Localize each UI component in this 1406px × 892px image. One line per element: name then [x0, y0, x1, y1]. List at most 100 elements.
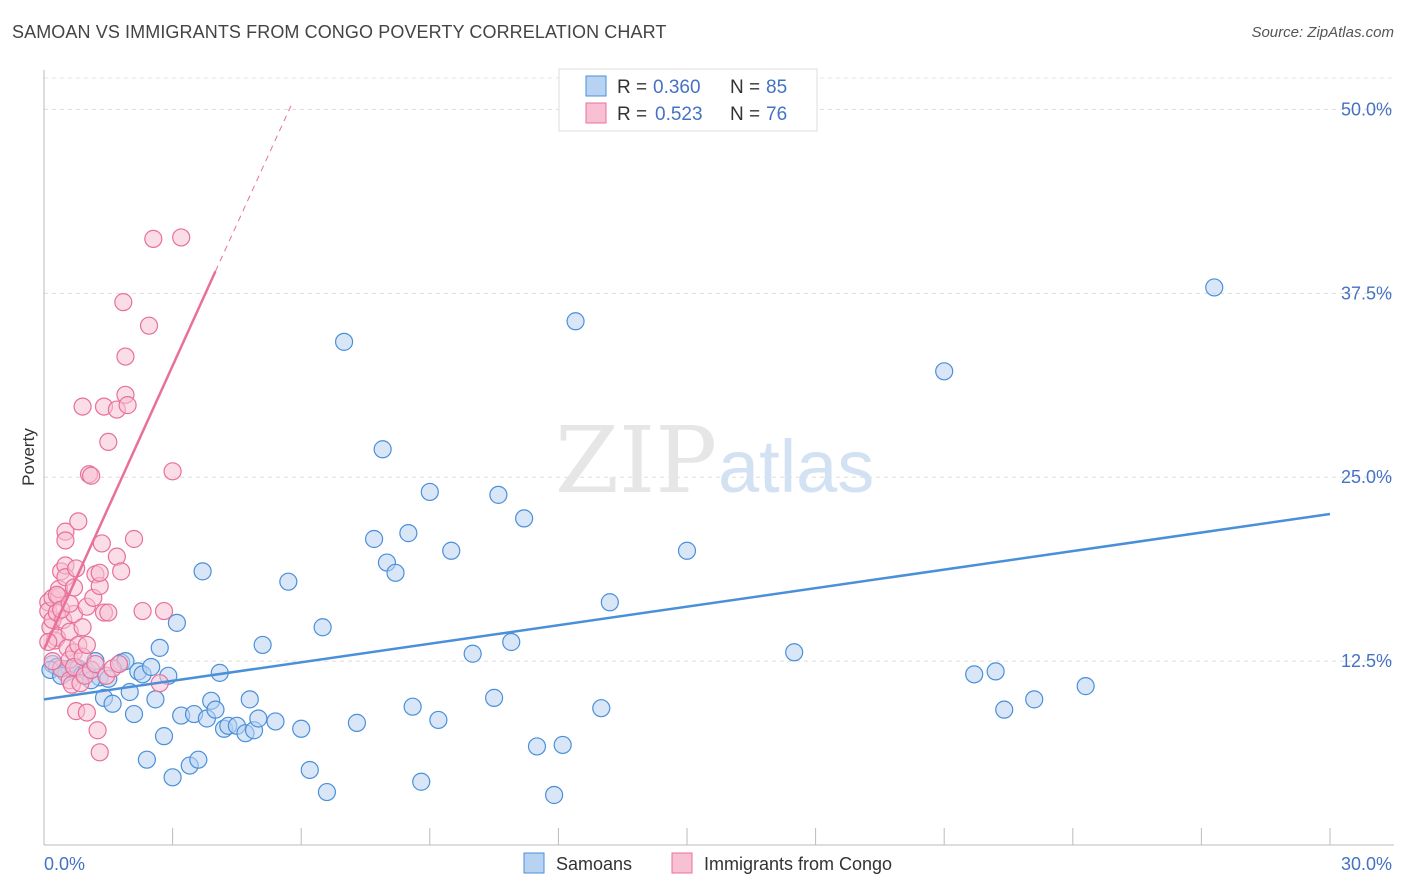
watermark-zip: ZIP [555, 407, 717, 514]
series-legend-label-congo: Immigrants from Congo [704, 854, 892, 874]
congo-point [124, 529, 144, 549]
samoans-point [279, 572, 298, 591]
congo-point [139, 316, 159, 335]
series-legend: Samoans Immigrants from Congo [523, 852, 892, 874]
legend-n-value-2: 76 [766, 104, 787, 125]
trend-lines [42, 101, 1331, 701]
samoans-point [150, 638, 169, 657]
x-tick-label-min: 0.0% [44, 854, 85, 874]
samoans-point [386, 563, 405, 582]
samoans-points [41, 278, 1224, 805]
series-legend-swatch-samoans [523, 852, 545, 874]
samoans-point [266, 712, 285, 731]
legend-r-label-1: R = [617, 77, 647, 98]
congo-point [73, 397, 92, 416]
y-tick-labels: 12.5% 25.0% 37.5% 50.0% [1341, 99, 1392, 671]
samoans-point [527, 737, 547, 756]
x-axis-ticks [43, 828, 1331, 845]
samoans-point [167, 613, 186, 632]
legend-r-value-1: 0.360 [653, 77, 701, 98]
legend-swatch-congo [585, 102, 607, 124]
samoans-point [347, 713, 367, 732]
congo-point [69, 512, 88, 531]
stats-legend: R = 0.360 N = 85 R = 0.523 N = 76 [558, 68, 818, 132]
congo-point [90, 743, 109, 762]
samoans-point [142, 657, 161, 677]
legend-r-label-2: R = [617, 104, 647, 125]
samoans-point [146, 690, 165, 709]
congo-point [88, 721, 107, 740]
x-tick-label-max: 30.0% [1341, 854, 1392, 874]
samoans-point [249, 709, 268, 728]
samoans-point [1205, 278, 1224, 297]
grid-lines [44, 77, 1394, 662]
samoans-point [206, 700, 225, 719]
samoans-point [163, 768, 182, 787]
congo-point [116, 347, 135, 366]
congo-trend-line [42, 270, 217, 650]
congo-point [133, 601, 152, 621]
samoans-point [399, 524, 418, 543]
source-label: Source: ZipAtlas.com [1251, 24, 1394, 41]
legend-n-label-2: N = [730, 104, 760, 125]
samoans-point [189, 750, 208, 769]
y-tick-label: 25.0% [1341, 467, 1392, 487]
samoans-point [502, 632, 521, 652]
congo-point [77, 703, 96, 722]
samoans-point [1076, 677, 1095, 696]
samoans-point [485, 688, 504, 707]
samoans-point [429, 710, 448, 730]
y-tick-label: 37.5% [1341, 283, 1392, 303]
samoans-point [124, 704, 144, 724]
congo-point [77, 635, 96, 655]
legend-r-value-2: 0.523 [655, 104, 703, 125]
congo-point [154, 601, 174, 621]
samoans-point [300, 760, 319, 780]
samoans-point [677, 541, 697, 560]
samoans-point [592, 699, 611, 718]
y-tick-label: 12.5% [1341, 651, 1392, 671]
samoans-point [313, 618, 332, 637]
samoans-point [420, 482, 439, 502]
samoans-point [103, 694, 122, 713]
samoans-point [995, 700, 1014, 719]
congo-point [86, 654, 105, 674]
samoans-point [373, 440, 392, 459]
congo-point [114, 293, 133, 312]
congo-point [144, 229, 163, 248]
samoans-point [600, 593, 619, 612]
samoans-point [489, 485, 508, 504]
samoans-point [442, 541, 461, 560]
samoans-point [317, 782, 337, 802]
samoans-point [403, 697, 422, 716]
congo-point [99, 603, 118, 622]
samoans-point [253, 635, 272, 655]
series-legend-label-samoans: Samoans [556, 854, 632, 874]
samoans-point [240, 690, 259, 709]
samoans-trend-line [43, 512, 1331, 701]
congo-point [56, 531, 75, 550]
samoans-point [553, 735, 572, 755]
samoans-point [935, 362, 954, 381]
samoans-point [154, 727, 174, 746]
congo-point [43, 652, 62, 671]
samoans-point [986, 662, 1005, 681]
congo-point [118, 396, 137, 415]
congo-point [73, 618, 92, 637]
samoans-point [965, 665, 984, 684]
samoans-point [515, 509, 534, 528]
congo-trend-extension [215, 101, 294, 272]
samoans-point [364, 529, 384, 549]
congo-point [163, 462, 182, 481]
samoans-point [545, 785, 564, 805]
samoans-point [785, 643, 804, 662]
y-tick-label: 50.0% [1341, 99, 1392, 119]
congo-point [82, 466, 101, 485]
samoans-point [292, 719, 311, 738]
samoans-point [193, 562, 212, 581]
congo-point [112, 562, 131, 581]
congo-point [90, 563, 109, 582]
y-axis-title: Poverty [19, 428, 38, 486]
samoans-point [412, 772, 431, 791]
